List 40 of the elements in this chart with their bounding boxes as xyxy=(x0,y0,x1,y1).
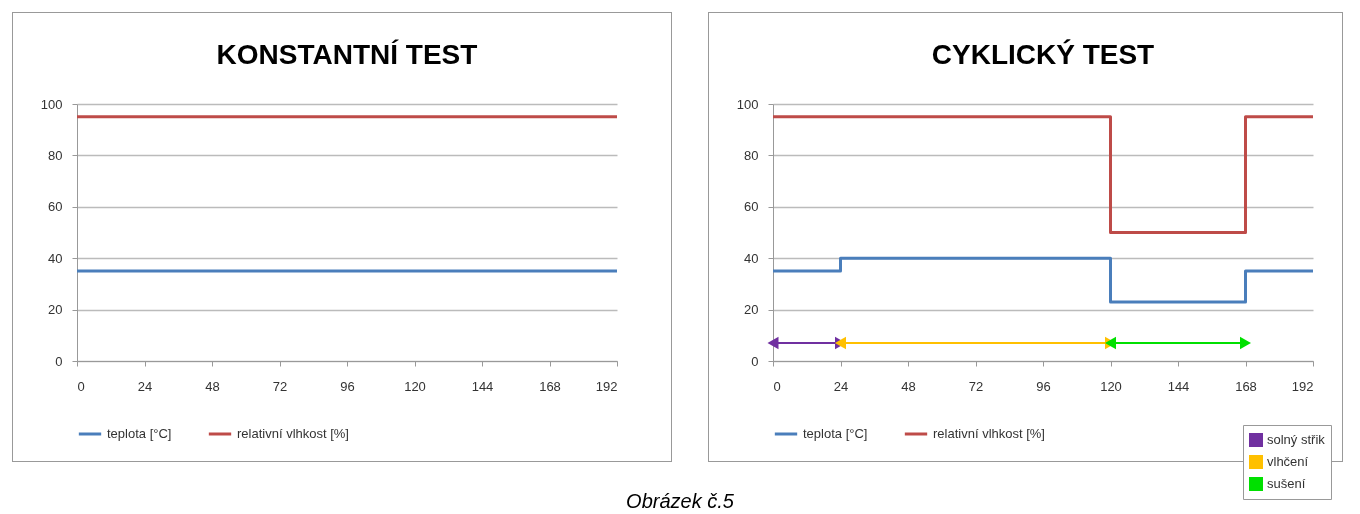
legend-label: teplota [°C] xyxy=(803,426,868,441)
x-tick-label: 72 xyxy=(272,378,288,394)
y-tick-label: 0 xyxy=(751,353,759,369)
x-tick-label: 168 xyxy=(1235,378,1257,394)
x-tick-label: 96 xyxy=(1036,378,1051,394)
x-tick-label: 48 xyxy=(205,378,220,394)
x-tick-label: 144 xyxy=(471,378,494,394)
y-tick-label: 20 xyxy=(744,302,759,318)
y-tick-label: 100 xyxy=(736,96,759,112)
x-tick-label: 120 xyxy=(1100,378,1122,394)
legend-label: relativní vlhkost [%] xyxy=(237,426,349,441)
x-tick-label: 168 xyxy=(539,378,561,394)
y-tick-label: 60 xyxy=(48,199,63,215)
x-tick-label: 192 xyxy=(1291,378,1314,394)
y-tick-label: 40 xyxy=(48,250,63,266)
x-tick-label: 24 xyxy=(833,378,849,394)
x-tick-label: 144 xyxy=(1167,378,1190,394)
text: Obrázek č.5 xyxy=(625,490,735,513)
x-tick-label: 0 xyxy=(773,378,781,394)
chart-title: KONSTANTNÍ TEST xyxy=(216,39,478,70)
legend-label: vlhčení xyxy=(1267,454,1309,469)
legend-label: teplota [°C] xyxy=(107,426,172,441)
x-tick-label: 72 xyxy=(968,378,984,394)
x-tick-label: 96 xyxy=(340,378,355,394)
x-tick-label: 120 xyxy=(404,378,426,394)
y-tick-label: 60 xyxy=(744,199,759,215)
y-tick-label: 80 xyxy=(48,147,63,163)
y-tick-label: 0 xyxy=(55,353,63,369)
y-tick-label: 100 xyxy=(40,96,63,112)
legend-label: solný střik xyxy=(1267,432,1326,447)
legend-label: relativní vlhkost [%] xyxy=(933,426,1045,441)
x-tick-label: 192 xyxy=(595,378,618,394)
x-tick-label: 24 xyxy=(137,378,153,394)
y-tick-label: 20 xyxy=(48,302,63,318)
y-tick-label: 80 xyxy=(744,147,759,163)
legend-label: sušení xyxy=(1267,476,1306,491)
x-tick-label: 0 xyxy=(77,378,85,394)
x-tick-label: 48 xyxy=(901,378,916,394)
y-tick-label: 40 xyxy=(744,250,759,266)
chart-title: CYKLICKÝ TEST xyxy=(931,39,1155,70)
